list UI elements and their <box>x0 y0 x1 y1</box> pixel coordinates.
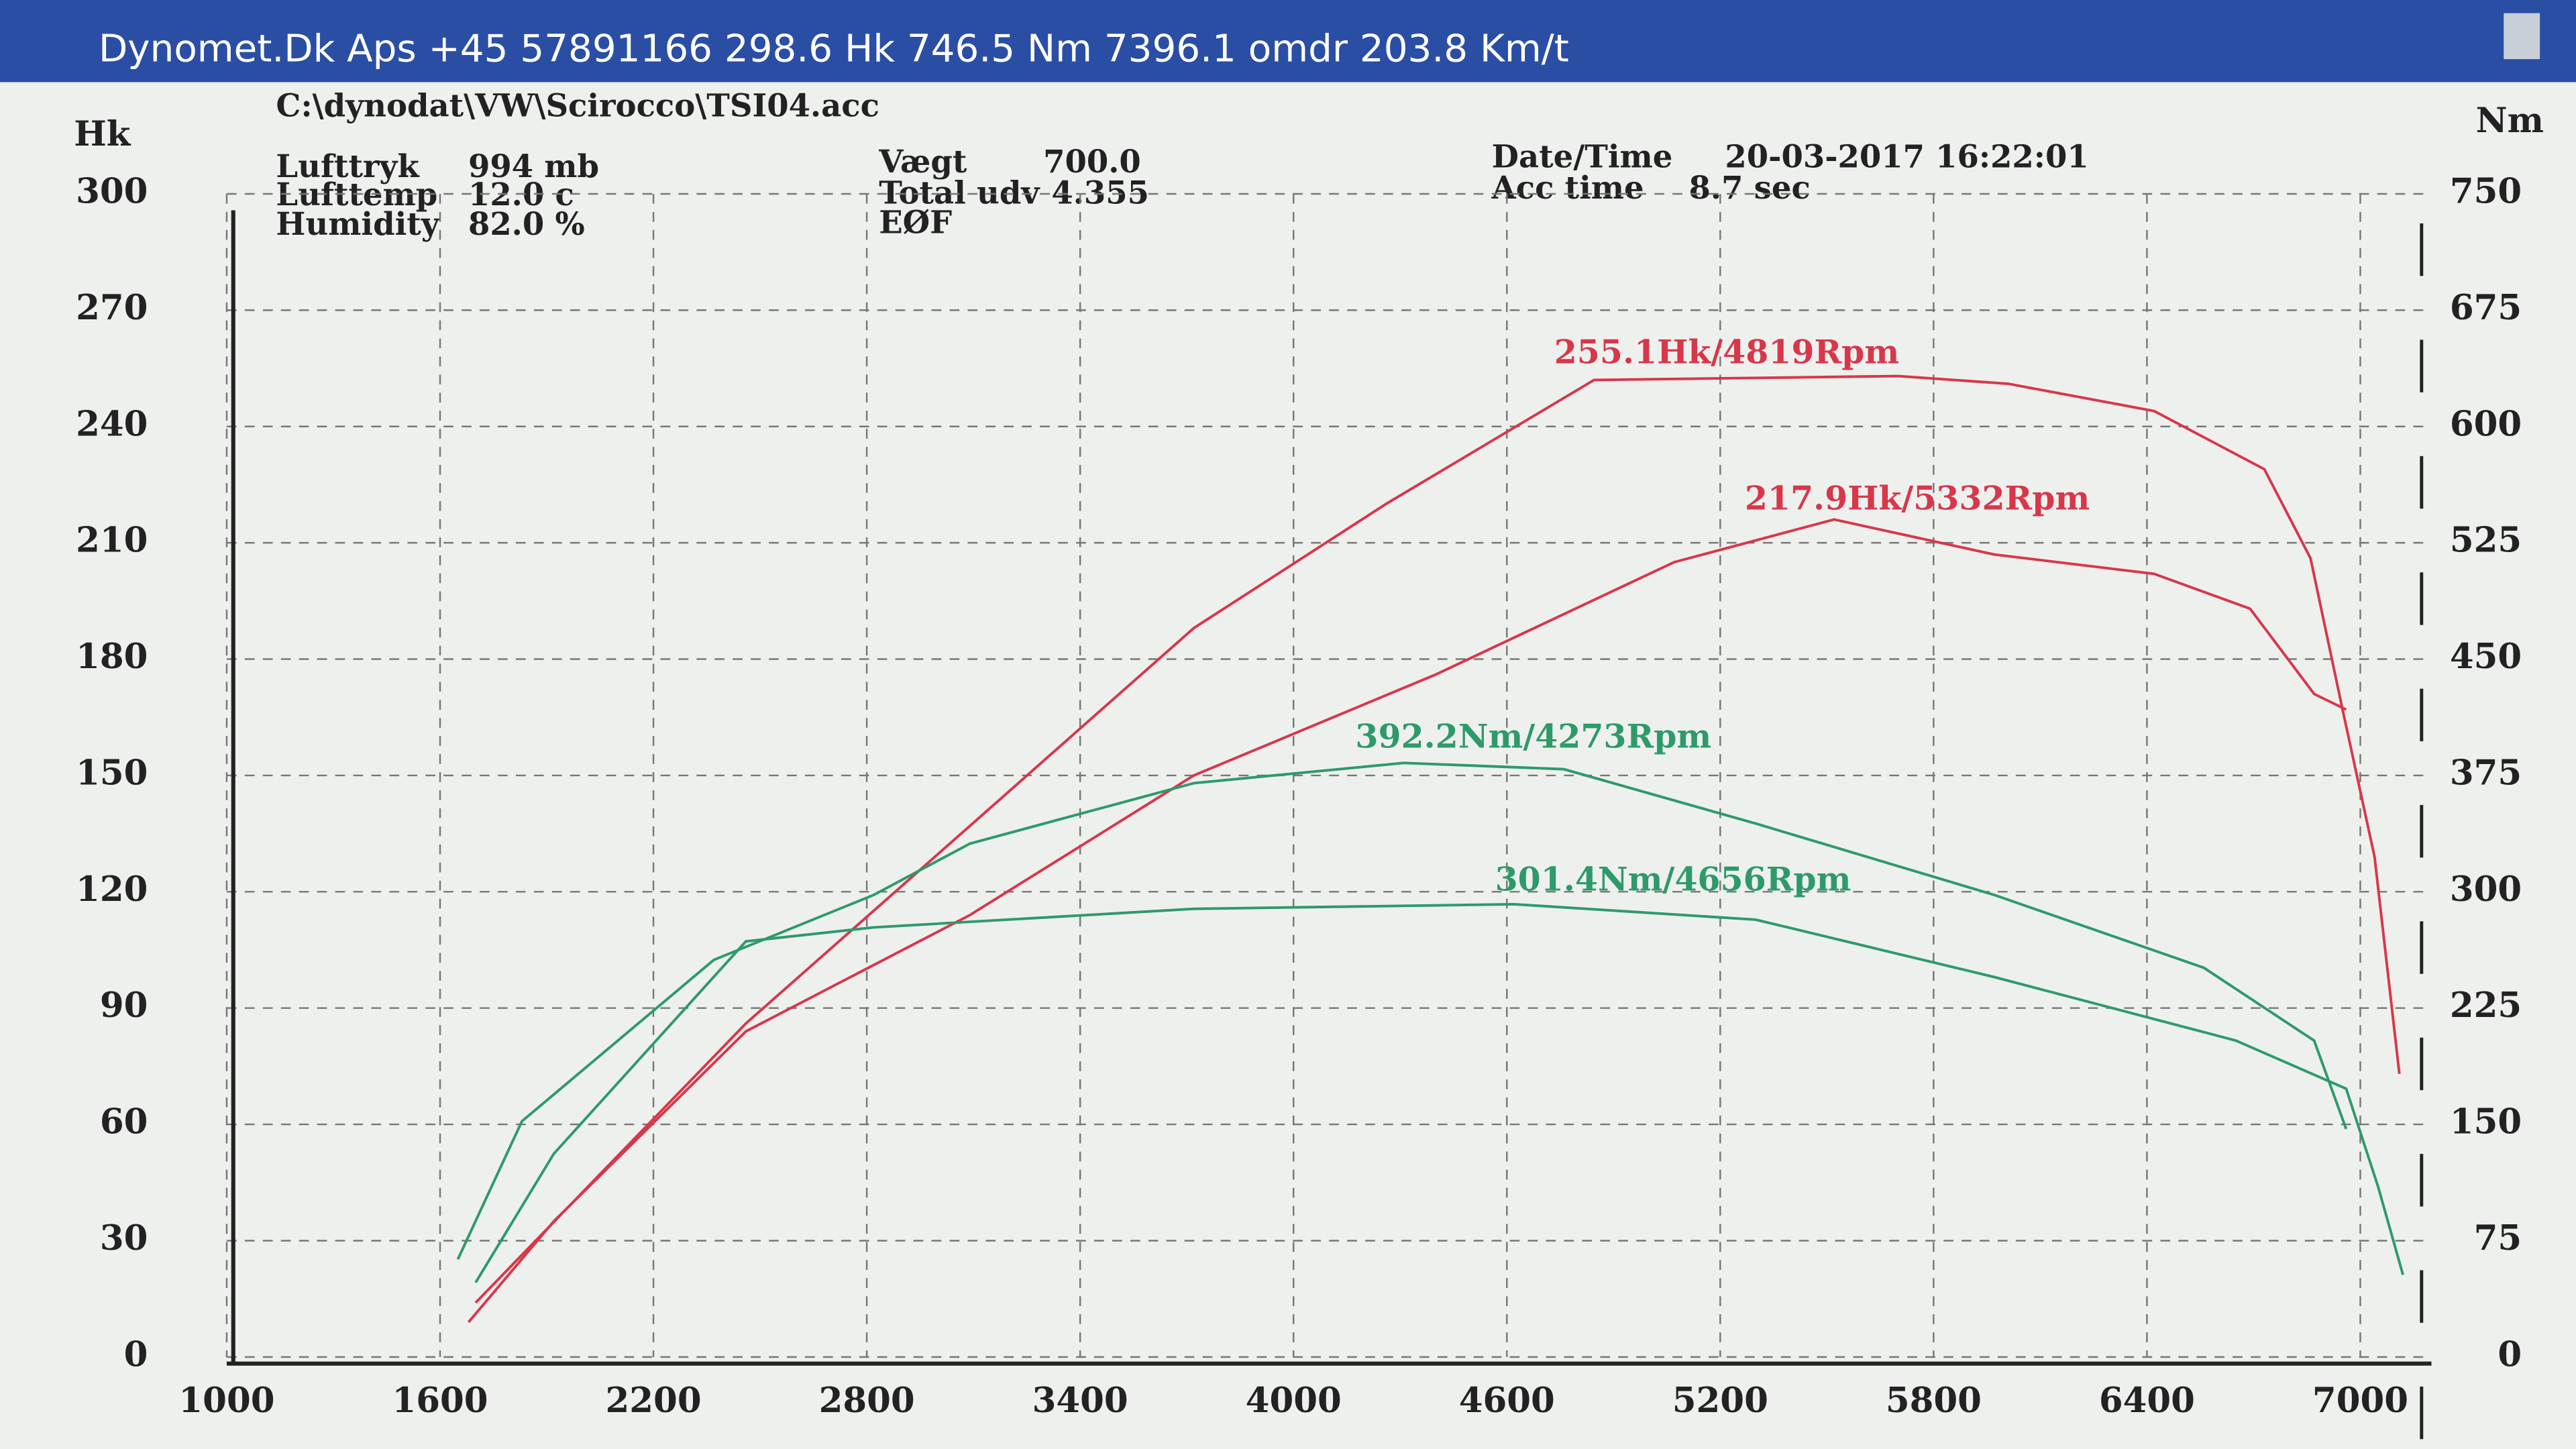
y2-tick-label: 450 <box>2450 637 2522 677</box>
y2-tick-label: 0 <box>2498 1334 2522 1375</box>
peak-annotation: 255.1Hk/4819Rpm <box>1554 332 1899 371</box>
x-tick-label: 2800 <box>819 1381 915 1421</box>
y-tick-label: 90 <box>100 985 148 1026</box>
file-path: C:\dynodat\VW\Scirocco\TSI04.acc <box>276 87 879 124</box>
info-value: 994 mb <box>468 148 599 184</box>
window-button[interactable] <box>2504 13 2540 60</box>
info-label: Vægt <box>878 143 967 180</box>
data-line <box>467 518 2347 1324</box>
chart-title: Dynomet.Dk Aps +45 57891166 298.6 Hk 746… <box>99 28 1569 71</box>
x-tick-label: 6400 <box>2099 1381 2195 1421</box>
x-tick-label: 3400 <box>1032 1381 1128 1421</box>
info-value: 8.7 sec <box>1689 169 1811 206</box>
y2-tick-label: 750 <box>2450 171 2522 211</box>
y2-axis-label: Nm <box>2476 101 2544 141</box>
y-tick-label: 30 <box>100 1218 148 1258</box>
y-tick-label: 210 <box>76 521 148 561</box>
x-tick-label: 4600 <box>1459 1381 1555 1421</box>
y2-tick-label: 375 <box>2450 753 2522 793</box>
info-label: EØF <box>879 204 952 241</box>
info-label: Acc time <box>1491 169 1644 206</box>
y2-tick-label: 225 <box>2450 985 2522 1026</box>
y2-tick-label: 675 <box>2450 288 2522 328</box>
y2-tick-label: 300 <box>2450 869 2522 910</box>
info-value: 4.355 <box>1051 174 1149 211</box>
x-tick-label: 1600 <box>392 1381 488 1421</box>
info-label: Total udv <box>879 174 1040 211</box>
y-tick-label: 240 <box>76 404 148 444</box>
y-tick-label: 270 <box>76 288 148 328</box>
x-tick-label: 1000 <box>178 1381 274 1421</box>
peak-annotation: 301.4Nm/4656Rpm <box>1495 860 1851 899</box>
y2-tick-label: 75 <box>2474 1218 2522 1258</box>
x-tick-label: 5200 <box>1672 1381 1768 1421</box>
data-line <box>456 761 2348 1260</box>
data-line <box>474 374 2401 1304</box>
info-value: 82.0 % <box>468 205 585 242</box>
info-label: Humidity <box>276 205 440 242</box>
y-tick-label: 150 <box>76 753 148 793</box>
y2-tick-label: 525 <box>2450 521 2522 561</box>
y-tick-label: 180 <box>76 637 148 677</box>
peak-annotation: 217.9Hk/5332Rpm <box>1745 478 2090 517</box>
info-label: Lufttryk <box>276 148 420 184</box>
x-tick-label: 5800 <box>1886 1381 1982 1421</box>
x-tick-label: 4000 <box>1246 1381 1342 1421</box>
y-axis-label: Hk <box>74 114 131 154</box>
info-value: 20-03-2017 16:22:01 <box>1725 138 2088 175</box>
data-line <box>474 902 2405 1283</box>
title-bar <box>0 0 2576 83</box>
y2-tick-label: 150 <box>2450 1102 2522 1142</box>
y2-tick-label: 600 <box>2450 404 2522 444</box>
x-tick-label: 2200 <box>606 1381 702 1421</box>
x-tick-label: 7000 <box>2312 1381 2408 1421</box>
y-tick-label: 300 <box>76 171 148 211</box>
info-label: Date/Time <box>1492 138 1673 175</box>
peak-annotation: 392.2Nm/4273Rpm <box>1355 717 1711 756</box>
info-value: 700.0 <box>1043 143 1141 180</box>
y-tick-label: 120 <box>76 869 148 910</box>
y-tick-label: 60 <box>100 1102 148 1142</box>
y-tick-label: 0 <box>124 1334 148 1375</box>
